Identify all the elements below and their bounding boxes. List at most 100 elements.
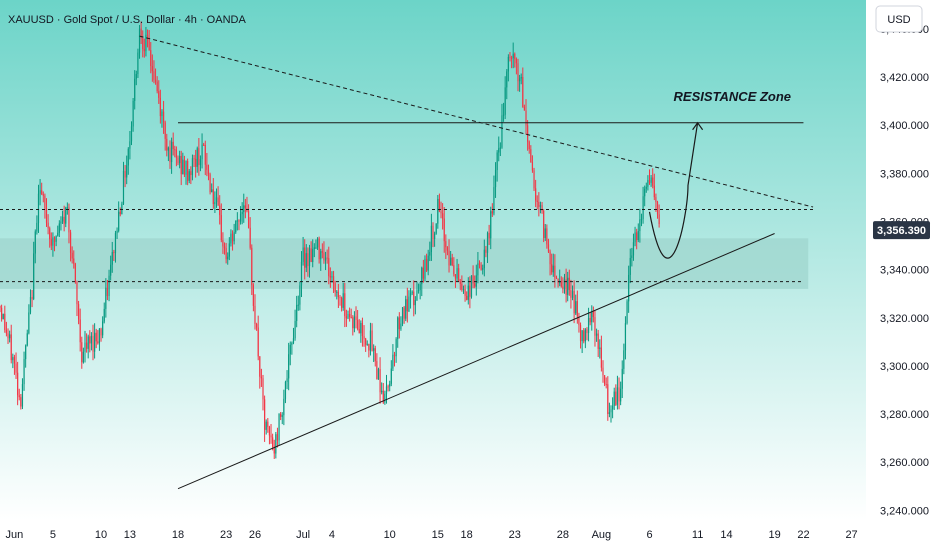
candle-body: [350, 317, 352, 319]
candle-body: [381, 390, 383, 393]
candle-body: [244, 205, 246, 209]
candle-body: [610, 409, 612, 413]
candle-body: [397, 317, 399, 340]
candle-body: [312, 249, 314, 263]
candle-body: [620, 388, 622, 402]
candle-body: [94, 332, 96, 352]
candle-body: [395, 339, 397, 357]
candle-body: [365, 338, 367, 345]
candle-body: [307, 253, 309, 267]
candle-body: [393, 354, 396, 357]
candle-body: [37, 193, 40, 223]
candle-body: [182, 159, 184, 175]
candle-body: [522, 77, 524, 108]
candle-body: [613, 391, 615, 406]
candle-body: [137, 52, 139, 74]
candle-body: [603, 375, 606, 385]
candle-body: [130, 126, 133, 142]
y-tick-label: 3,380.000: [880, 168, 929, 180]
candle-body: [543, 210, 545, 239]
candle-body: [462, 289, 465, 291]
candle-body: [652, 177, 654, 186]
candle-body: [146, 34, 149, 38]
x-tick-label: 6: [646, 529, 652, 541]
candle-body: [361, 322, 364, 337]
candle-body: [594, 317, 596, 336]
candle-body: [134, 78, 136, 101]
candle-body: [77, 304, 80, 320]
candle-body: [438, 198, 441, 212]
candle-body: [411, 291, 413, 294]
candle-body: [562, 286, 564, 290]
candle-body: [535, 188, 537, 201]
candle-body: [377, 369, 380, 380]
candle-body: [207, 169, 210, 175]
candle-body: [527, 125, 529, 142]
candle-body: [289, 344, 291, 355]
candle-body: [73, 258, 75, 264]
candle-body: [539, 205, 542, 207]
currency-button[interactable]: USD: [875, 5, 923, 33]
candle-body: [530, 149, 532, 163]
candle-body: [371, 330, 373, 351]
candle-body: [413, 291, 415, 306]
candle-body: [61, 216, 64, 222]
candle-body: [456, 268, 458, 279]
candle-body: [12, 357, 14, 361]
last-price-value: 3,356.390: [877, 225, 926, 237]
candle-body: [34, 231, 36, 254]
candle-body: [68, 207, 70, 233]
candle-body: [92, 335, 94, 352]
candle-body: [65, 207, 67, 224]
candle-body: [204, 145, 206, 165]
candle-body: [368, 343, 370, 351]
candle-body: [485, 249, 487, 253]
candle-body: [49, 228, 51, 240]
candle-body: [103, 308, 105, 322]
y-tick-label: 3,260.000: [880, 457, 929, 469]
candle-body: [259, 356, 261, 377]
candle-body: [268, 426, 271, 436]
candle-body: [254, 305, 256, 325]
candle-body: [525, 110, 527, 126]
x-tick-label: 11: [692, 529, 703, 541]
candle-body: [36, 222, 38, 232]
candle-body: [409, 293, 412, 297]
candle-body: [114, 233, 117, 253]
candle-body: [472, 275, 474, 284]
candle-body: [47, 222, 49, 229]
candle-body: [95, 332, 97, 342]
candle-body: [578, 316, 580, 326]
candle-body: [504, 87, 506, 115]
candle-body: [41, 190, 43, 195]
candle-body: [241, 212, 243, 215]
candle-body: [116, 230, 118, 234]
candle-body: [220, 215, 222, 241]
candle-body: [390, 368, 392, 384]
candle-body: [57, 232, 59, 236]
candle-body: [127, 148, 129, 166]
candle-body: [486, 232, 489, 253]
candle-body: [214, 202, 216, 205]
candle-body: [321, 251, 323, 253]
x-tick-label: 18: [461, 529, 473, 541]
candle-body: [586, 329, 588, 334]
candle-body: [26, 333, 28, 346]
candle-body: [581, 330, 583, 342]
candle-body: [507, 56, 509, 72]
candle-body: [655, 197, 657, 203]
candle-body: [345, 316, 347, 319]
candle-body: [286, 378, 288, 382]
candle-body: [544, 228, 546, 239]
x-tick-label: 18: [172, 529, 184, 541]
candle-body: [551, 264, 553, 273]
candle-body: [480, 264, 482, 270]
candle-body: [605, 384, 607, 386]
ascending-trendline: [177, 233, 775, 490]
candle-body: [129, 141, 131, 149]
candle-body: [515, 58, 517, 64]
candle-body: [150, 50, 152, 67]
candle-body: [84, 342, 86, 352]
candle-body: [621, 368, 623, 389]
